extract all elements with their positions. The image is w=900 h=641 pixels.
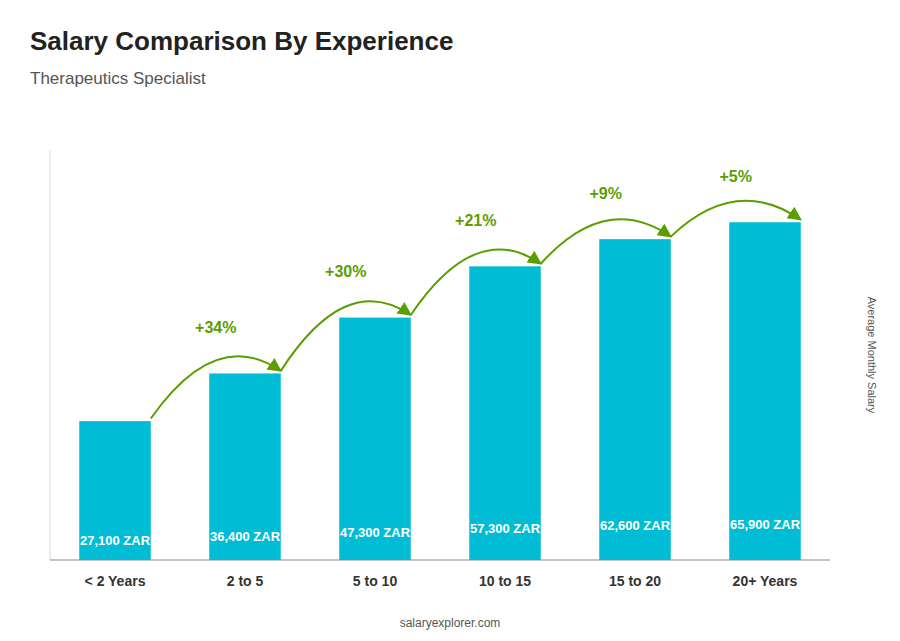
annotation: +21% [455, 212, 496, 229]
annotation: +34% [195, 319, 236, 336]
x-tick-label: < 2 Years [85, 573, 146, 589]
arrow [541, 219, 671, 263]
data-label: 57,300 ZAR [470, 521, 541, 536]
y-label: Average Monthly Salary [866, 297, 878, 414]
bar [599, 239, 671, 560]
arrow [151, 356, 281, 418]
annotation: +30% [325, 263, 366, 280]
bar [729, 222, 801, 560]
data-label: 62,600 ZAR [600, 518, 671, 533]
x-tick-label: 15 to 20 [609, 573, 661, 589]
x-tick-label: 5 to 10 [353, 573, 398, 589]
subtitle: Therapeutics Specialist [30, 69, 206, 88]
arrow [411, 249, 541, 315]
x-axis-line [50, 560, 830, 561]
x-tick-label: 20+ Years [733, 573, 798, 589]
arrow [671, 201, 801, 237]
bar [79, 421, 151, 560]
footer: salaryexplorer.com [400, 616, 501, 630]
bars [79, 222, 801, 560]
arrow [281, 301, 411, 371]
data-label: 36,400 ZAR [210, 529, 281, 544]
annotation: +9% [590, 185, 622, 202]
x-tick-label: 2 to 5 [227, 573, 264, 589]
y-range-line [50, 150, 51, 560]
data-label: 65,900 ZAR [730, 517, 801, 532]
title: Salary Comparison By Experience [30, 26, 453, 56]
x-tick-label: 10 to 15 [479, 573, 531, 589]
data-label: 47,300 ZAR [340, 525, 411, 540]
bar [339, 318, 411, 560]
annotation: +5% [720, 168, 752, 185]
bar [209, 373, 281, 560]
bar [469, 266, 541, 560]
chart: Salary Comparison By Experience Therapeut… [0, 0, 900, 641]
data-label: 27,100 ZAR [80, 533, 151, 548]
